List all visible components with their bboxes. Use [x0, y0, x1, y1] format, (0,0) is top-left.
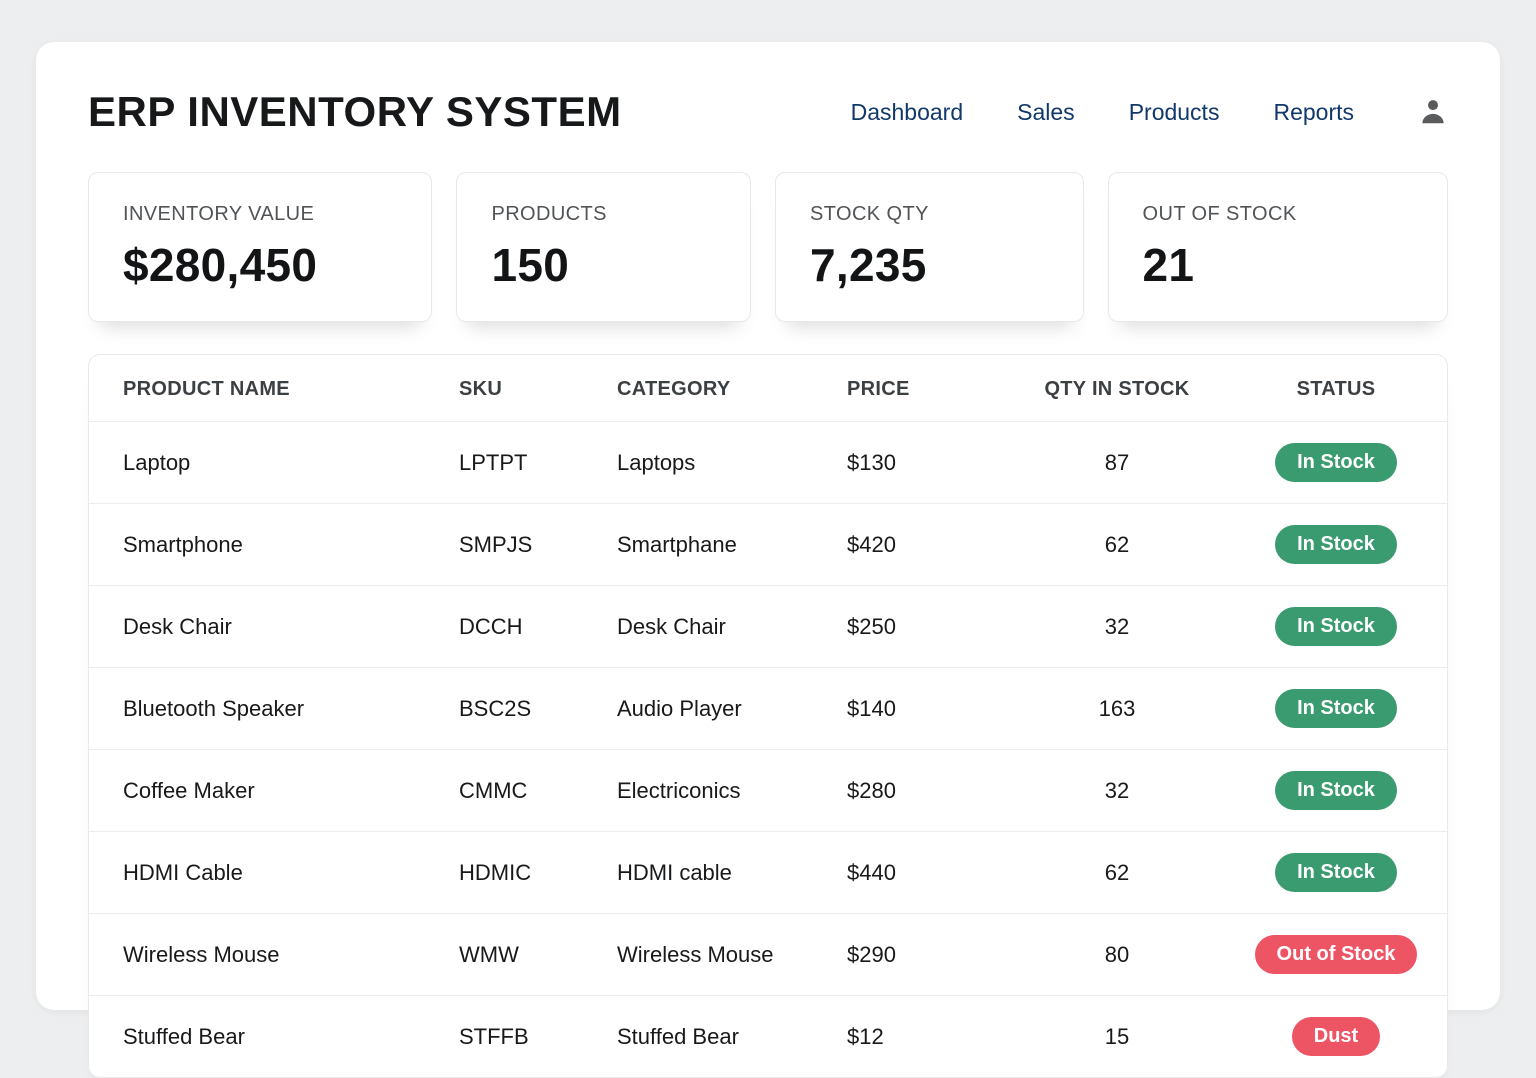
stat-card-stock-qty: STOCK QTY 7,235 [775, 172, 1084, 322]
status-badge: In Stock [1275, 607, 1397, 646]
table-row: HDMI Cable HDMIC HDMI cable $440 62 In S… [89, 832, 1447, 914]
col-header-qty-in-stock: QTY IN STOCK [1009, 355, 1225, 422]
col-header-category: CATEGORY [617, 355, 847, 422]
table-row: Smartphone SMPJS Smartphane $420 62 In S… [89, 504, 1447, 586]
cell-category: Smartphane [617, 504, 847, 586]
cell-product-name: Smartphone [89, 504, 459, 586]
nav-item-products[interactable]: Products [1129, 99, 1220, 126]
table-row: Stuffed Bear STFFB Stuffed Bear $12 15 D… [89, 996, 1447, 1078]
cell-qty-in-stock: 32 [1009, 750, 1225, 832]
cell-category: Wireless Mouse [617, 914, 847, 996]
cell-sku: STFFB [459, 996, 617, 1078]
cell-sku: SMPJS [459, 504, 617, 586]
col-header-price: PRICE [847, 355, 1009, 422]
cell-qty-in-stock: 80 [1009, 914, 1225, 996]
cell-sku: DCCH [459, 586, 617, 668]
cell-category: Audio Player [617, 668, 847, 750]
cell-sku: CMMC [459, 750, 617, 832]
status-badge: In Stock [1275, 853, 1397, 892]
nav-item-sales[interactable]: Sales [1017, 99, 1075, 126]
stat-label: OUT OF STOCK [1143, 203, 1413, 226]
status-badge: In Stock [1275, 525, 1397, 564]
main-container: ERP INVENTORY SYSTEM Dashboard Sales Pro… [36, 42, 1500, 1010]
cell-sku: LPTPT [459, 422, 617, 504]
cell-status: In Stock [1225, 586, 1447, 668]
cell-product-name: Stuffed Bear [89, 996, 459, 1078]
inventory-table: PRODUCT NAME SKU CATEGORY PRICE QTY IN S… [89, 355, 1447, 1077]
table-row: Wireless Mouse WMW Wireless Mouse $290 8… [89, 914, 1447, 996]
stat-value: $280,450 [123, 238, 397, 292]
cell-price: $12 [847, 996, 1009, 1078]
cell-product-name: Coffee Maker [89, 750, 459, 832]
cell-qty-in-stock: 15 [1009, 996, 1225, 1078]
status-badge: In Stock [1275, 771, 1397, 810]
cell-price: $420 [847, 504, 1009, 586]
inventory-table-card: PRODUCT NAME SKU CATEGORY PRICE QTY IN S… [88, 354, 1448, 1078]
stats-row: INVENTORY VALUE $280,450 PRODUCTS 150 ST… [88, 172, 1448, 322]
cell-product-name: HDMI Cable [89, 832, 459, 914]
status-badge: Dust [1292, 1017, 1380, 1056]
stat-value: 21 [1143, 238, 1413, 292]
stat-value: 7,235 [810, 238, 1049, 292]
stat-card-out-of-stock: OUT OF STOCK 21 [1108, 172, 1448, 322]
cell-category: Stuffed Bear [617, 996, 847, 1078]
cell-category: Electriconics [617, 750, 847, 832]
table-row: Desk Chair DCCH Desk Chair $250 32 In St… [89, 586, 1447, 668]
table-row: Bluetooth Speaker BSC2S Audio Player $14… [89, 668, 1447, 750]
stat-label: STOCK QTY [810, 203, 1049, 226]
cell-product-name: Wireless Mouse [89, 914, 459, 996]
nav-item-reports[interactable]: Reports [1273, 99, 1354, 126]
cell-status: In Stock [1225, 750, 1447, 832]
cell-price: $440 [847, 832, 1009, 914]
status-badge: In Stock [1275, 689, 1397, 728]
cell-status: Dust [1225, 996, 1447, 1078]
cell-category: Laptops [617, 422, 847, 504]
cell-status: Out of Stock [1225, 914, 1447, 996]
page-title: ERP INVENTORY SYSTEM [88, 88, 622, 136]
cell-price: $280 [847, 750, 1009, 832]
cell-product-name: Bluetooth Speaker [89, 668, 459, 750]
cell-status: In Stock [1225, 504, 1447, 586]
stat-value: 150 [491, 238, 716, 292]
table-body: Laptop LPTPT Laptops $130 87 In Stock Sm… [89, 422, 1447, 1078]
table-header: PRODUCT NAME SKU CATEGORY PRICE QTY IN S… [89, 355, 1447, 422]
cell-status: In Stock [1225, 832, 1447, 914]
status-badge: In Stock [1275, 443, 1397, 482]
cell-qty-in-stock: 163 [1009, 668, 1225, 750]
table-row: Coffee Maker CMMC Electriconics $280 32 … [89, 750, 1447, 832]
stat-card-products: PRODUCTS 150 [456, 172, 751, 322]
cell-product-name: Desk Chair [89, 586, 459, 668]
stat-label: INVENTORY VALUE [123, 203, 397, 226]
cell-status: In Stock [1225, 422, 1447, 504]
cell-sku: HDMIC [459, 832, 617, 914]
cell-status: In Stock [1225, 668, 1447, 750]
top-nav: Dashboard Sales Products Reports [851, 96, 1448, 128]
cell-qty-in-stock: 62 [1009, 504, 1225, 586]
cell-price: $250 [847, 586, 1009, 668]
col-header-sku: SKU [459, 355, 617, 422]
cell-product-name: Laptop [89, 422, 459, 504]
cell-qty-in-stock: 87 [1009, 422, 1225, 504]
cell-sku: BSC2S [459, 668, 617, 750]
col-header-status: STATUS [1225, 355, 1447, 422]
cell-sku: WMW [459, 914, 617, 996]
stat-card-inventory-value: INVENTORY VALUE $280,450 [88, 172, 432, 322]
top-bar: ERP INVENTORY SYSTEM Dashboard Sales Pro… [88, 42, 1448, 136]
cell-price: $130 [847, 422, 1009, 504]
cell-price: $140 [847, 668, 1009, 750]
cell-price: $290 [847, 914, 1009, 996]
table-row: Laptop LPTPT Laptops $130 87 In Stock [89, 422, 1447, 504]
status-badge: Out of Stock [1255, 935, 1418, 974]
stat-label: PRODUCTS [491, 203, 716, 226]
nav-item-dashboard[interactable]: Dashboard [851, 99, 964, 126]
user-icon[interactable] [1418, 96, 1448, 128]
cell-qty-in-stock: 62 [1009, 832, 1225, 914]
cell-qty-in-stock: 32 [1009, 586, 1225, 668]
cell-category: Desk Chair [617, 586, 847, 668]
col-header-product-name: PRODUCT NAME [89, 355, 459, 422]
cell-category: HDMI cable [617, 832, 847, 914]
